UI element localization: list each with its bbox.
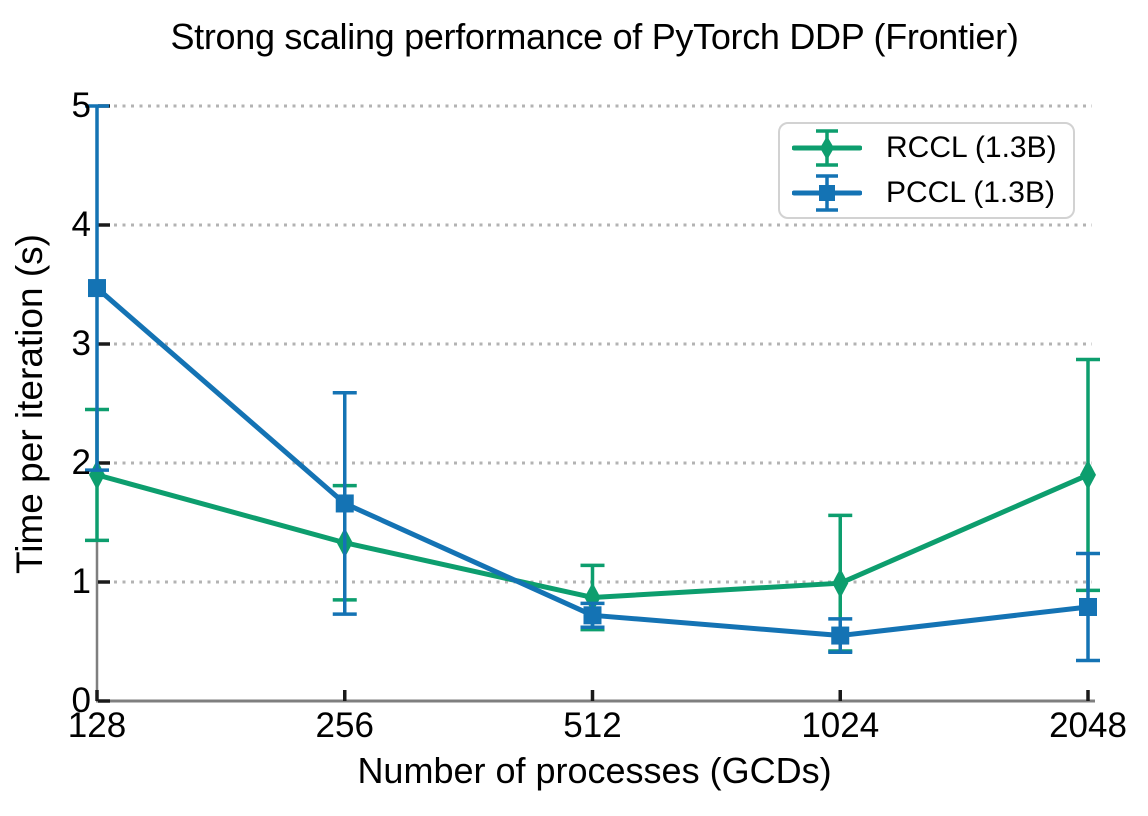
x-tick-label-128: 128 bbox=[67, 706, 127, 745]
legend-label-rccl: RCCL (1.3B) bbox=[886, 131, 1057, 164]
x-tick-label-1024: 1024 bbox=[801, 706, 880, 745]
y-axis-label: Time per iteration (s) bbox=[9, 234, 50, 574]
x-axis-label: Number of processes (GCDs) bbox=[357, 750, 832, 791]
series-pccl bbox=[85, 104, 1100, 663]
y-tick-label-3: 3 bbox=[71, 324, 91, 363]
legend-label-pccl: PCCL (1.3B) bbox=[886, 176, 1055, 209]
rccl-errorbar-glyph bbox=[792, 128, 862, 167]
rccl-marker bbox=[1080, 459, 1096, 490]
y-tick-label-4: 4 bbox=[71, 205, 91, 244]
x-tick-label-512: 512 bbox=[563, 706, 622, 745]
legend: RCCL (1.3B) PCCL (1.3B) bbox=[778, 122, 1075, 219]
rccl-marker bbox=[832, 568, 849, 599]
pccl-marker bbox=[88, 279, 106, 298]
pccl-errorbar-glyph bbox=[792, 173, 862, 212]
legend-item-pccl: PCCL (1.3B) bbox=[792, 171, 1073, 216]
legend-glyph-marker bbox=[820, 135, 834, 160]
chart-title: Strong scaling performance of PyTorch DD… bbox=[170, 16, 1019, 57]
y-tick-label-2: 2 bbox=[71, 443, 91, 482]
pccl-marker bbox=[831, 626, 850, 645]
y-tick-label-5: 5 bbox=[71, 86, 91, 125]
pccl-marker bbox=[1079, 597, 1097, 616]
rccl-marker bbox=[89, 459, 105, 490]
y-tick-label-0: 0 bbox=[71, 681, 91, 720]
y-tick-label-1: 1 bbox=[71, 562, 91, 601]
pccl-marker bbox=[335, 494, 354, 513]
legend-glyph-marker bbox=[819, 184, 835, 201]
x-tick-label-2048: 2048 bbox=[1049, 706, 1127, 745]
legend-item-rccl: RCCL (1.3B) bbox=[792, 126, 1073, 171]
x-tick-label-256: 256 bbox=[315, 706, 374, 745]
pccl-marker bbox=[583, 606, 602, 625]
